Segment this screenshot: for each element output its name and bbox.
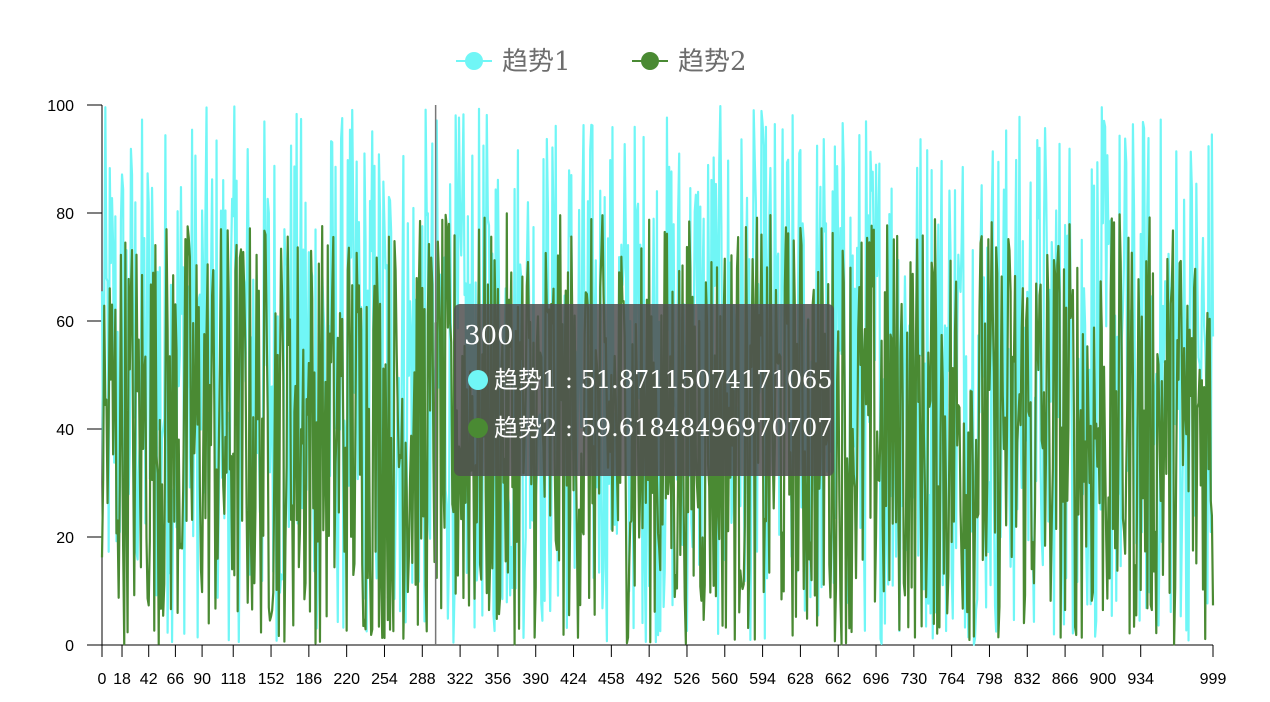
x-tick-label: 220 (333, 671, 360, 688)
tooltip-row-label: 趋势2 : 59.61848496970707 (494, 414, 833, 442)
tooltip-title: 300 (464, 321, 514, 351)
x-tick-label: 900 (1090, 671, 1117, 688)
legend-item-1[interactable]: 趋势1 (456, 47, 571, 77)
x-tick-label: 492 (636, 671, 663, 688)
y-tick-label: 80 (56, 206, 74, 223)
y-tick-label: 0 (65, 638, 74, 655)
x-tick-label: 254 (371, 671, 398, 688)
x-tick-label: 390 (522, 671, 549, 688)
x-tick-label: 560 (711, 671, 738, 688)
x-tick-label: 934 (1127, 671, 1154, 688)
y-tick-label: 20 (56, 530, 74, 547)
legend-label: 趋势2 (678, 47, 747, 77)
axes: 0 20 40 60 80 100 0 18 42 66 90 118 152 186 220 254 288 3… (47, 98, 1226, 688)
x-tick-label: 526 (674, 671, 701, 688)
x-tick-label: 764 (938, 671, 965, 688)
x-tick-label: 999 (1200, 671, 1227, 688)
x-tick-label: 152 (258, 671, 285, 688)
x-tick-label: 628 (787, 671, 814, 688)
y-tick-label: 40 (56, 422, 74, 439)
x-tick-label: 458 (598, 671, 625, 688)
x-tick-label: 662 (825, 671, 852, 688)
x-tick-label: 288 (409, 671, 436, 688)
x-tick-label: 18 (113, 671, 131, 688)
x-tick-label: 90 (193, 671, 211, 688)
legend-dot-icon (641, 52, 659, 70)
x-tick-label: 186 (296, 671, 323, 688)
x-tick-label: 42 (140, 671, 158, 688)
tooltip-row-series-1: 趋势1 : 51.87115074171065 (464, 356, 833, 404)
x-tick-label: 696 (863, 671, 890, 688)
x-tick-label: 0 (98, 671, 107, 688)
series-line-2 (100, 212, 1215, 646)
legend-item-2[interactable]: 趋势2 (632, 47, 747, 77)
y-tick-label: 60 (56, 314, 74, 331)
x-tick-label: 832 (1014, 671, 1041, 688)
x-tick-label: 118 (220, 671, 246, 688)
tooltip-row-label: 趋势1 : 51.87115074171065 (494, 366, 833, 394)
x-tick-label: 322 (447, 671, 474, 688)
tooltip: 300 趋势1 : 51.87115074171065 趋势2 : 59.618… (454, 304, 834, 476)
tooltip-row-series-2: 趋势2 : 59.61848496970707 (464, 404, 833, 452)
legend-dot-icon (465, 52, 483, 70)
x-tick-label: 356 (485, 671, 512, 688)
x-tick-label: 66 (167, 671, 185, 688)
legend-label: 趋势1 (502, 47, 571, 77)
x-tick-label: 866 (1052, 671, 1079, 688)
x-tick-label: 594 (749, 671, 776, 688)
series-1-dot-icon (468, 370, 488, 390)
series-2-dot-icon (468, 418, 488, 438)
x-tick-label: 798 (976, 671, 1003, 688)
y-tick-label: 100 (47, 98, 74, 115)
x-tick-label: 424 (560, 671, 587, 688)
x-tick-label: 730 (900, 671, 927, 688)
legend[interactable]: 趋势1 趋势2 (456, 47, 747, 77)
